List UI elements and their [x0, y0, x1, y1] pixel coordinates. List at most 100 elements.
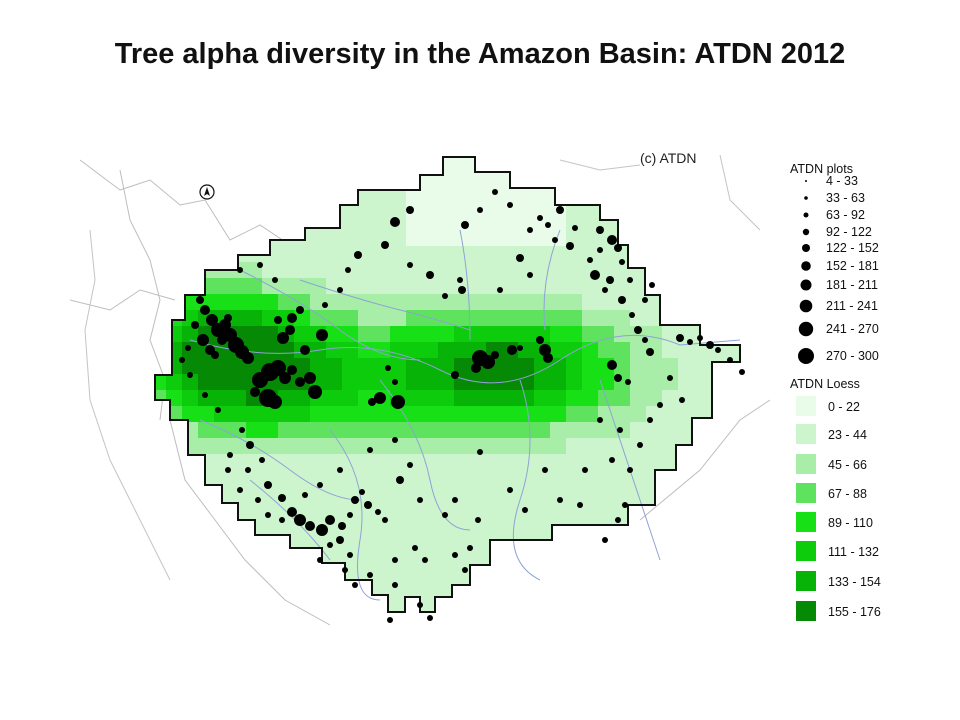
loess-cell — [566, 358, 582, 374]
loess-cell — [582, 502, 598, 518]
loess-cell — [662, 502, 678, 518]
plot-dot — [274, 316, 282, 324]
plot-dot — [287, 507, 297, 517]
loess-cell — [438, 454, 454, 470]
loess-cell — [486, 438, 502, 454]
loess-cell — [726, 550, 740, 566]
loess-cell — [742, 454, 758, 470]
loess-cell — [182, 518, 198, 534]
loess-cell — [662, 374, 678, 390]
loess-cell — [438, 278, 454, 294]
loess-cell — [198, 438, 214, 454]
loess-cell — [470, 406, 486, 422]
loess-cell — [326, 246, 342, 262]
loess-cell — [438, 470, 454, 486]
loess-cell — [438, 422, 454, 438]
loess-cell — [518, 230, 534, 246]
loess-cell — [422, 262, 438, 278]
loess-cell — [486, 326, 502, 342]
loess-cell — [614, 486, 630, 502]
plot-dot — [322, 302, 328, 308]
loess-cell — [534, 534, 550, 550]
plot-dot — [649, 282, 655, 288]
loess-cell — [550, 358, 566, 374]
loess-cell — [710, 294, 726, 310]
loess-cell — [662, 614, 678, 630]
loess-cell — [326, 454, 342, 470]
loess-cell — [310, 470, 326, 486]
loess-cell — [155, 454, 166, 470]
loess-cell — [406, 342, 422, 358]
legend-plot-label: 4 - 33 — [826, 174, 858, 188]
loess-cell — [342, 614, 358, 630]
loess-cell — [678, 582, 694, 598]
loess-cell — [294, 294, 310, 310]
loess-cell — [422, 406, 438, 422]
loess-cell — [534, 230, 550, 246]
loess-cell — [470, 246, 486, 262]
loess-cell — [230, 566, 246, 582]
loess-cell — [470, 278, 486, 294]
loess-cell — [710, 157, 726, 166]
loess-cell — [534, 310, 550, 326]
loess-cell — [566, 390, 582, 406]
loess-cell — [262, 598, 278, 612]
loess-cell — [742, 534, 758, 550]
plot-dot — [657, 402, 663, 408]
plot-dot — [412, 545, 418, 551]
loess-cell — [198, 358, 214, 374]
plot-dot — [345, 267, 351, 273]
loess-cell — [710, 598, 726, 612]
loess-cell — [662, 598, 678, 612]
plot-dot — [556, 206, 564, 214]
loess-cell — [438, 246, 454, 262]
loess-cell — [406, 406, 422, 422]
loess-cell — [326, 406, 342, 422]
loess-cell — [342, 534, 358, 550]
loess-cell — [726, 294, 740, 310]
loess-cell — [326, 438, 342, 454]
plot-dot — [609, 457, 615, 463]
loess-cell — [246, 326, 262, 342]
loess-cell — [454, 374, 470, 390]
plot-dot — [317, 557, 323, 563]
plot-dot — [627, 277, 633, 283]
loess-cell — [390, 310, 406, 326]
legend-loess-title: ATDN Loess — [790, 377, 860, 391]
loess-cell — [694, 310, 710, 326]
loess-cell — [694, 374, 710, 390]
loess-cell — [406, 422, 422, 438]
loess-cell — [155, 374, 166, 390]
loess-cell — [326, 166, 342, 182]
loess-cell — [694, 198, 710, 214]
loess-cell — [246, 470, 262, 486]
loess-cell — [598, 262, 614, 278]
loess-cell — [630, 390, 646, 406]
plot-dot — [382, 517, 388, 523]
loess-cell — [294, 358, 310, 374]
loess-cell — [310, 262, 326, 278]
loess-cell — [326, 326, 342, 342]
plot-dot — [629, 312, 635, 318]
loess-cell — [694, 166, 710, 182]
loess-cell — [534, 246, 550, 262]
loess-cell — [294, 406, 310, 422]
loess-cell — [278, 342, 294, 358]
legend-loess-label: 0 - 22 — [828, 400, 860, 414]
loess-cell — [454, 157, 470, 166]
loess-cell — [246, 454, 262, 470]
loess-cell — [390, 326, 406, 342]
loess-cell — [470, 310, 486, 326]
loess-cell — [678, 310, 694, 326]
loess-cell — [390, 550, 406, 566]
loess-cell — [438, 342, 454, 358]
loess-cell — [742, 502, 758, 518]
legend-loess-label: 45 - 66 — [828, 458, 867, 472]
loess-cell — [454, 566, 470, 582]
loess-cell — [518, 310, 534, 326]
loess-cell — [326, 157, 342, 166]
loess-cell — [246, 502, 262, 518]
plot-dot — [491, 351, 499, 359]
plot-dot — [296, 306, 304, 314]
loess-cell — [486, 374, 502, 390]
